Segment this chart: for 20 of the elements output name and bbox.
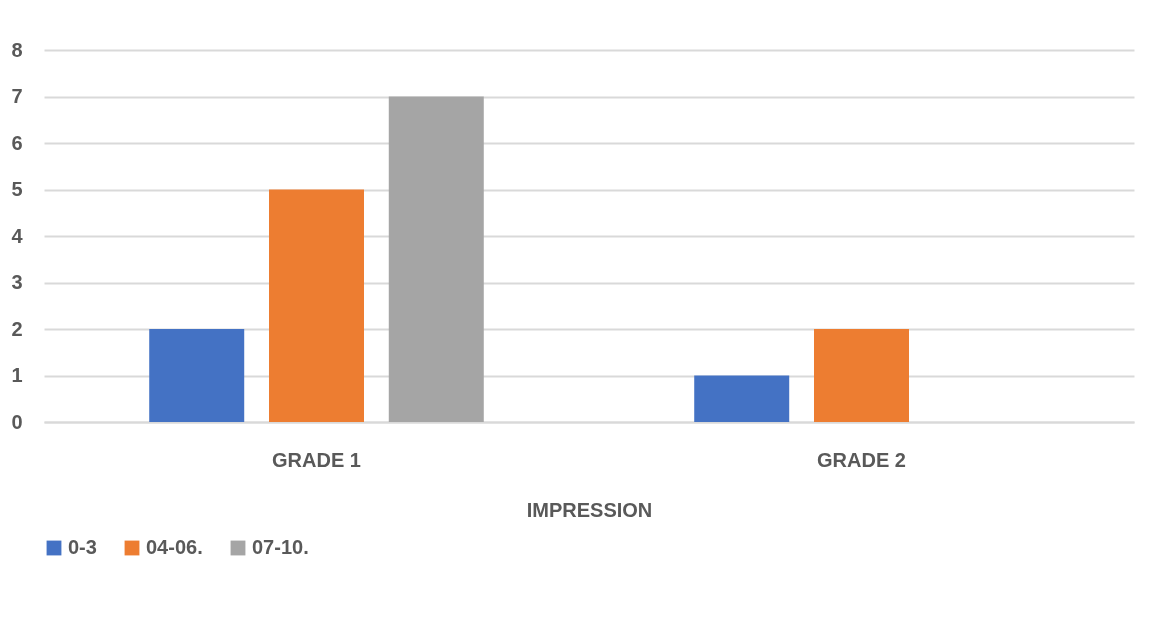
bar <box>814 329 909 422</box>
bar <box>269 189 364 422</box>
y-tick-label: 0 <box>11 410 23 433</box>
y-tick-label: 1 <box>11 364 23 386</box>
y-tick-label: 5 <box>11 178 23 200</box>
y-tick-label: 3 <box>11 271 23 293</box>
y-tick-label: 8 <box>11 38 23 61</box>
bar <box>694 375 790 422</box>
y-tick-label: 6 <box>11 131 23 154</box>
x-tick-label: GRADE 1 <box>272 448 361 471</box>
legend-label: 04-06. <box>146 536 203 558</box>
legend-label: 07-10. <box>252 536 309 558</box>
legend-label: 0-3 <box>68 536 97 558</box>
bar <box>388 96 484 422</box>
bar <box>149 329 245 422</box>
y-tick-label: 7 <box>11 85 23 107</box>
x-axis-title: IMPRESSION <box>526 498 653 521</box>
x-tick-label: GRADE 2 <box>817 448 906 471</box>
y-tick-label: 4 <box>11 224 24 247</box>
y-tick-label: 2 <box>11 317 23 340</box>
